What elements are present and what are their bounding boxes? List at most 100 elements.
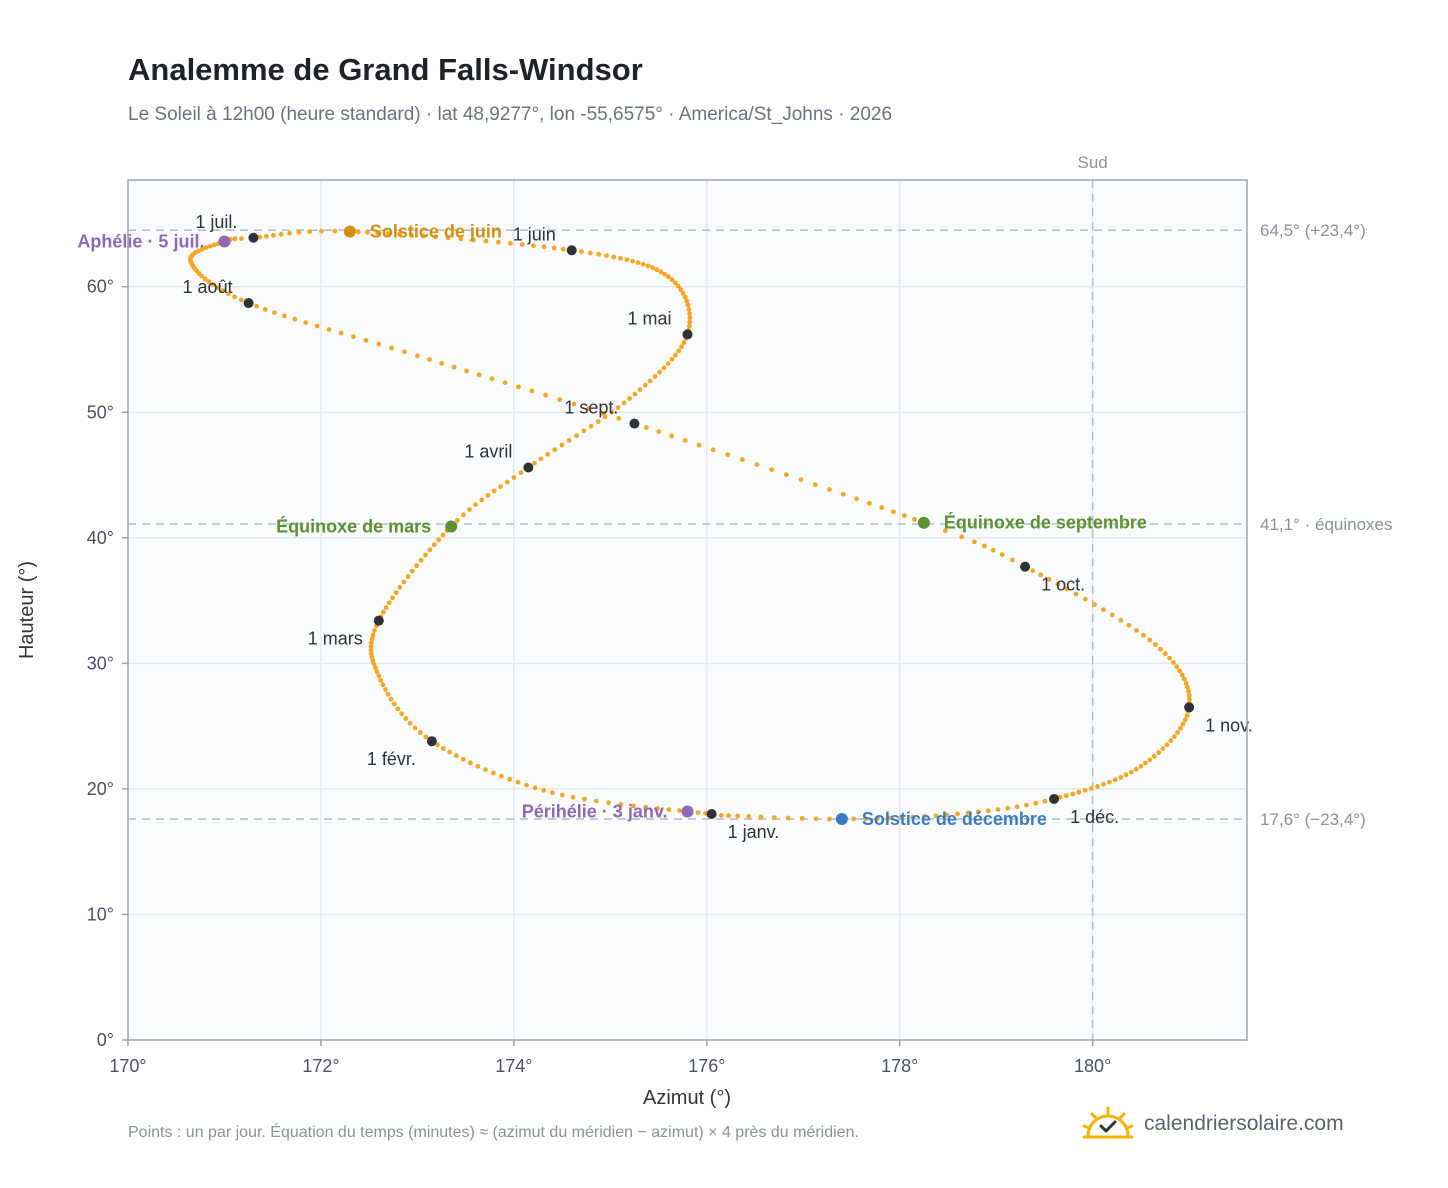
daily-sun-position <box>922 814 927 819</box>
daily-sun-position <box>985 808 991 814</box>
daily-sun-position <box>1178 725 1183 731</box>
daily-sun-position <box>559 792 565 798</box>
daily-sun-position <box>436 537 442 543</box>
month-marker-label: 1 juil. <box>195 212 237 232</box>
daily-sun-position <box>566 438 572 443</box>
daily-sun-position <box>574 433 579 439</box>
daily-sun-position <box>655 806 660 811</box>
y-tick-label: 60° <box>87 277 114 297</box>
daily-sun-position <box>596 251 602 257</box>
daily-sun-position <box>840 491 846 497</box>
daily-sun-position <box>423 552 428 558</box>
daily-sun-position <box>408 232 414 238</box>
daily-sun-position <box>226 291 231 297</box>
daily-sun-position <box>1177 668 1183 674</box>
daily-sun-position <box>303 320 309 325</box>
daily-sun-position <box>681 340 687 345</box>
x-tick-label: 176° <box>688 1056 725 1076</box>
daily-sun-position <box>381 609 386 615</box>
daily-sun-position <box>1143 760 1148 766</box>
month-marker-label: 1 avril <box>464 442 512 462</box>
daily-sun-position <box>677 808 682 813</box>
daily-sun-position <box>292 316 298 322</box>
daily-sun-position <box>545 451 551 457</box>
x-tick-label: 180° <box>1074 1056 1111 1076</box>
daily-sun-position <box>627 396 632 401</box>
daily-sun-position <box>515 779 521 785</box>
daily-sun-position <box>1147 757 1153 763</box>
event-label: Aphélie · 5 juil. <box>77 232 204 252</box>
daily-sun-position <box>1128 769 1134 775</box>
month-marker <box>373 615 384 626</box>
daily-sun-position <box>656 429 662 434</box>
daily-sun-position <box>635 260 641 265</box>
daily-sun-position <box>673 352 678 358</box>
month-marker <box>523 462 534 473</box>
daily-sun-position <box>479 497 485 503</box>
daily-sun-position <box>593 798 599 804</box>
daily-sun-position <box>485 493 491 498</box>
daily-sun-position <box>798 477 804 482</box>
plot-background <box>128 180 1247 1040</box>
daily-sun-position <box>489 376 495 382</box>
daily-sun-position <box>1076 789 1082 795</box>
daily-sun-position <box>1070 791 1076 797</box>
daily-sun-position <box>483 238 489 244</box>
daily-sun-position <box>965 810 971 816</box>
daily-sun-position <box>665 361 671 366</box>
daily-sun-position <box>652 374 658 379</box>
daily-sun-position <box>1167 655 1172 661</box>
daily-sun-position <box>851 816 857 822</box>
month-marker <box>1020 561 1031 572</box>
daily-sun-position <box>658 269 664 275</box>
daily-sun-position <box>672 280 678 286</box>
daily-sun-position <box>385 231 391 236</box>
daily-sun-position <box>557 397 563 402</box>
event-label: Solstice de juin <box>370 221 502 241</box>
daily-sun-position <box>372 628 377 633</box>
daily-sun-position <box>351 334 356 340</box>
daily-sun-position <box>543 392 548 398</box>
daily-sun-position <box>232 236 238 242</box>
daily-sun-position <box>975 809 981 815</box>
daily-sun-position <box>579 249 584 255</box>
daily-sun-position <box>369 636 375 642</box>
daily-sun-position <box>239 236 244 241</box>
daily-sun-position <box>1171 734 1177 739</box>
daily-sun-position <box>669 356 675 362</box>
daily-sun-position <box>391 701 397 707</box>
reference-lines: 64,5° (+23,4°) 41,1° · équinoxes 17,6° (−2… <box>128 153 1393 1040</box>
daily-sun-position <box>531 243 536 249</box>
daily-sun-position <box>1168 738 1174 744</box>
daily-sun-position <box>1162 651 1168 657</box>
daily-sun-position <box>238 297 244 303</box>
daily-sun-position <box>643 804 649 810</box>
daily-sun-position <box>581 428 587 434</box>
event-label: Solstice de décembre <box>862 809 1047 829</box>
y-axis-label: Hauteur (°) <box>16 561 38 659</box>
month-marker-label: 1 mars <box>308 629 363 649</box>
daily-sun-position <box>632 391 638 397</box>
daily-sun-position <box>1171 660 1176 665</box>
daily-sun-position <box>696 442 702 448</box>
daily-sun-position <box>725 452 731 458</box>
reference-line-label: 64,5° (+23,4°) <box>1260 221 1366 240</box>
daily-sun-position <box>1042 798 1048 804</box>
daily-sun-position <box>615 405 621 410</box>
daily-sun-position <box>427 357 432 362</box>
daily-sun-position <box>417 730 423 735</box>
daily-sun-position <box>1082 787 1088 793</box>
brand[interactable]: calendriersolaire.com <box>1082 1104 1344 1144</box>
daily-sun-position <box>461 512 466 518</box>
daily-sun-position <box>473 502 478 507</box>
daily-sun-position <box>560 246 566 252</box>
month-marker <box>248 232 259 243</box>
daily-sun-position <box>618 255 623 261</box>
y-tick-label: 20° <box>87 779 114 799</box>
daily-sun-position <box>1123 772 1129 778</box>
daily-sun-position <box>538 456 544 462</box>
daily-sun-position <box>618 802 624 807</box>
daily-sun-position <box>901 513 907 519</box>
month-marker-label: 1 déc. <box>1070 807 1119 827</box>
daily-sun-position <box>959 534 965 540</box>
